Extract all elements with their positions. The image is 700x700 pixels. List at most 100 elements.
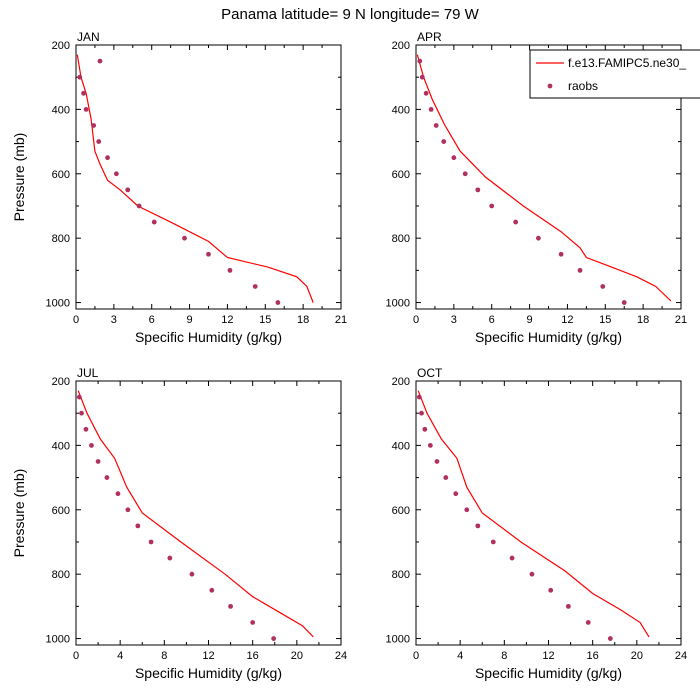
raobs-point — [427, 442, 433, 448]
raobs-point — [91, 123, 97, 128]
x-tick-label: 21 — [335, 314, 347, 326]
raobs-point — [462, 171, 468, 177]
raobs-point — [451, 155, 457, 161]
panel-apr: APR 0 3 6 9 12 15 18 21 200 400 600 800 1000 Specific … — [386, 30, 688, 345]
legend-obs-label: raobs — [568, 79, 598, 93]
raobs-point — [513, 219, 519, 225]
x-tick-label: 4 — [457, 650, 463, 662]
raobs-point — [250, 620, 256, 625]
x-tick-label: 9 — [187, 314, 193, 326]
y-tick-label: 200 — [52, 40, 70, 52]
y-tick-label: 400 — [52, 104, 70, 116]
raobs-point — [433, 123, 439, 128]
y-tick-label: 1000 — [386, 298, 410, 310]
panel-label: OCT — [417, 366, 443, 380]
x-tick-label: 8 — [501, 650, 507, 662]
legend: f.e13.FAMIPC5.ne30_raobs — [529, 49, 700, 99]
raobs-point — [428, 106, 434, 112]
x-tick-label: 0 — [413, 650, 419, 662]
legend-marker-swatch — [547, 83, 553, 89]
y-tick-label: 800 — [52, 233, 70, 245]
raobs-point — [77, 74, 83, 80]
raobs-point — [417, 58, 423, 64]
raobs-point — [275, 300, 281, 305]
x-tick-label: 21 — [675, 314, 687, 326]
raobs-point — [271, 636, 277, 641]
x-tick-label: 0 — [73, 650, 79, 662]
raobs-point — [135, 523, 141, 529]
x-axis-label: Specific Humidity (g/kg) — [475, 329, 622, 345]
y-tick-label: 1000 — [46, 634, 70, 646]
raobs-point — [509, 555, 515, 561]
panel-jul: JUL 0 4 8 12 16 20 24 200 400 600 800 1000 Specific H… — [11, 366, 347, 681]
raobs-point — [83, 426, 89, 432]
raobs-point — [189, 571, 195, 577]
raobs-point — [585, 620, 591, 625]
legend-model-label: f.e13.FAMIPC5.ne30_ — [568, 56, 686, 70]
raobs-point — [419, 74, 425, 80]
x-tick-label: 12 — [542, 650, 554, 662]
x-tick-label: 8 — [161, 650, 167, 662]
raobs-point — [441, 139, 447, 144]
x-tick-label: 3 — [111, 314, 117, 326]
x-tick-label: 20 — [291, 650, 303, 662]
raobs-point — [227, 267, 233, 273]
y-tick-label: 400 — [392, 440, 410, 452]
panel-label: JAN — [77, 30, 100, 44]
raobs-point — [565, 603, 571, 609]
legend-box — [529, 49, 700, 99]
raobs-point — [453, 491, 459, 497]
raobs-point — [464, 507, 470, 513]
x-tick-label: 0 — [73, 314, 79, 326]
plot-frame — [75, 44, 342, 310]
x-axis-label: Specific Humidity (g/kg) — [475, 665, 622, 681]
x-tick-label: 24 — [335, 650, 347, 662]
x-tick-label: 12 — [561, 314, 573, 326]
x-tick-label: 20 — [631, 650, 643, 662]
x-tick-label: 0 — [413, 314, 419, 326]
panel-oct: OCT 0 4 8 12 16 20 24 200 400 600 800 1000 Specific H… — [386, 366, 688, 681]
raobs-point — [97, 58, 103, 64]
raobs-point — [475, 523, 481, 529]
raobs-point — [83, 106, 89, 112]
x-tick-label: 24 — [675, 650, 687, 662]
y-tick-label: 800 — [52, 569, 70, 581]
y-tick-label: 600 — [392, 505, 410, 517]
figure-title: Panama latitude= 9 N longitude= 79 W — [221, 6, 480, 23]
x-tick-label: 6 — [489, 314, 495, 326]
y-tick-label: 600 — [52, 169, 70, 181]
x-tick-label: 15 — [599, 314, 611, 326]
raobs-point — [607, 636, 613, 641]
y-tick-label: 1000 — [46, 298, 70, 310]
x-axis-label: Specific Humidity (g/kg) — [135, 665, 282, 681]
y-tick-label: 1000 — [386, 634, 410, 646]
y-tick-label: 800 — [392, 233, 410, 245]
panel-label: APR — [417, 30, 442, 44]
panel-label: JUL — [77, 366, 99, 380]
x-tick-label: 12 — [221, 314, 233, 326]
raobs-point — [489, 203, 495, 209]
y-tick-label: 200 — [52, 376, 70, 388]
model-profile-line — [77, 390, 314, 638]
raobs-point — [490, 539, 496, 545]
raobs-point — [115, 491, 121, 497]
model-profile-line — [76, 54, 314, 303]
panel-jan: JAN 0 3 6 9 12 15 18 21 200 400 600 800 1000 Specific … — [11, 30, 347, 345]
plot-frame — [75, 380, 342, 646]
x-tick-label: 16 — [247, 650, 259, 662]
raobs-point — [422, 426, 428, 432]
raobs-point — [104, 475, 110, 480]
raobs-point — [125, 187, 131, 193]
raobs-point — [105, 155, 110, 161]
x-tick-label: 6 — [149, 314, 155, 326]
raobs-point — [95, 459, 101, 464]
raobs-point — [252, 284, 258, 289]
raobs-point — [228, 603, 233, 609]
raobs-point — [529, 571, 535, 577]
raobs-point — [125, 507, 131, 513]
x-tick-label: 3 — [451, 314, 457, 326]
model-profile-line — [417, 390, 650, 638]
y-axis-label: Pressure (mb) — [11, 133, 27, 222]
x-axis-label: Specific Humidity (g/kg) — [135, 329, 282, 345]
